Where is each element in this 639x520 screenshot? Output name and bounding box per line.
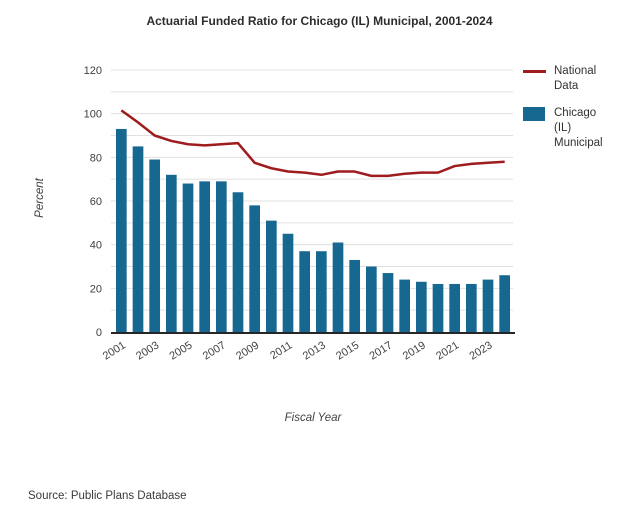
bar-2018 (399, 279, 410, 332)
x-tick-label-2019: 2019 (401, 339, 428, 362)
bar-2016 (366, 266, 377, 332)
bar-2023 (482, 279, 494, 332)
chart-canvas: 0 20 40 60 80 100 120 2001 2003 2005 2007 2009 2011 2… (84, 65, 515, 363)
bar-2022 (466, 283, 477, 332)
bar-2013 (316, 251, 327, 332)
bar-2014 (332, 242, 344, 332)
x-tick-label-2007: 2007 (201, 339, 228, 362)
x-tick-label-2009: 2009 (234, 339, 261, 362)
bar-2008 (232, 192, 244, 332)
x-tick-label-2005: 2005 (167, 339, 194, 362)
national-data-line (120, 109, 505, 178)
bar-2019 (416, 281, 427, 332)
legend-item-chicago-municipal: Chicago (IL) Municipal (523, 106, 635, 151)
bar-2004 (166, 174, 177, 332)
bar-2002 (132, 146, 144, 332)
bar-2007 (216, 181, 227, 332)
legend-label-national-data: National Data (554, 65, 597, 92)
bar-2005 (182, 183, 194, 332)
bar-2015 (349, 259, 360, 332)
source-note: Source: Public Plans Database (28, 490, 187, 502)
x-tick-label-2001: 2001 (101, 339, 128, 362)
x-tick-label-2013: 2013 (301, 339, 328, 362)
x-axis-label: Fiscal Year (284, 412, 342, 424)
bar-2024 (499, 275, 510, 332)
bar-2009 (249, 205, 260, 332)
bar-2006 (199, 181, 210, 332)
legend-label-chicago-municipal: Chicago (IL) Municipal (554, 107, 603, 149)
legend: National Data Chicago (IL) Municipal (523, 64, 635, 163)
bar-2001 (116, 128, 127, 332)
y-tick-label-60: 60 (90, 196, 102, 208)
y-tick-label-0: 0 (96, 327, 102, 339)
y-tick-label-120: 120 (84, 65, 102, 77)
bar-2020 (432, 283, 444, 332)
x-tick-label-2015: 2015 (334, 339, 361, 362)
x-tick-label-2023: 2023 (467, 339, 494, 362)
chart-title: Actuarial Funded Ratio for Chicago (IL) … (146, 14, 493, 28)
bar-2012 (299, 251, 310, 332)
x-tick-label-2021: 2021 (434, 339, 461, 362)
chicago-municipal-bar-swatch (523, 107, 545, 121)
y-tick-label-20: 20 (90, 283, 102, 295)
bar-2011 (282, 233, 294, 332)
y-tick-label-100: 100 (84, 109, 102, 121)
y-tick-label-40: 40 (90, 240, 102, 252)
national-data-line-swatch (523, 70, 546, 73)
y-tick-label-80: 80 (90, 152, 102, 164)
y-axis-label: Percent (34, 178, 46, 218)
bar-2017 (382, 273, 394, 332)
x-tick-label-2011: 2011 (268, 339, 294, 362)
bar-2010 (266, 220, 277, 332)
bar-2003 (149, 159, 160, 332)
bar-2021 (449, 283, 460, 332)
x-tick-label-2017: 2017 (367, 339, 394, 362)
legend-item-national-data: National Data (523, 64, 635, 94)
x-tick-label-2003: 2003 (134, 339, 161, 362)
